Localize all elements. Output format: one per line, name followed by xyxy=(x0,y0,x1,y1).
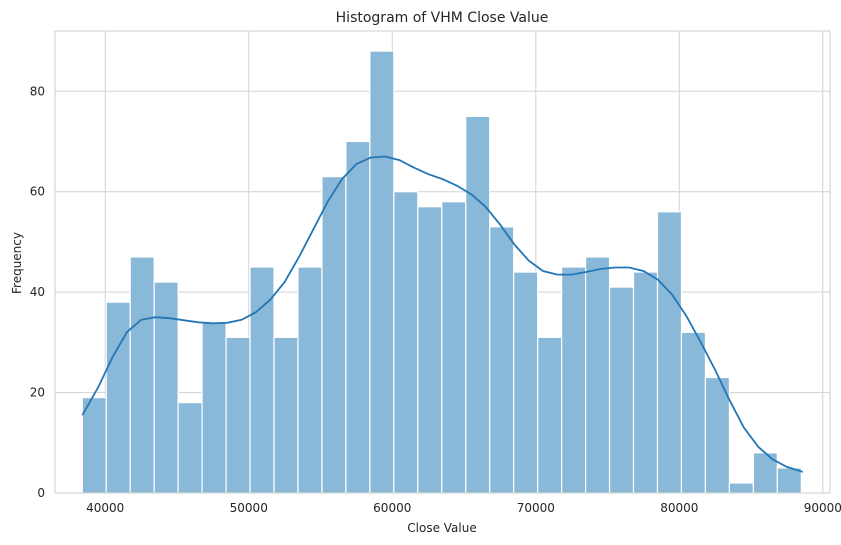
histogram-bar xyxy=(608,286,635,494)
histogram-bar xyxy=(249,266,275,494)
histogram-bar xyxy=(441,201,467,494)
x-tick-label: 90000 xyxy=(804,501,841,515)
histogram-bar xyxy=(513,271,539,494)
histogram-bar xyxy=(561,266,587,494)
x-tick-label: 60000 xyxy=(373,501,411,515)
histogram-bar xyxy=(345,140,371,494)
x-tick-labels: 40000 50000 60000 70000 80000 90000 xyxy=(86,501,841,515)
chart-title: Histogram of VHM Close Value xyxy=(336,10,549,26)
histogram-bar xyxy=(776,467,802,494)
histogram-bar xyxy=(489,226,515,494)
histogram-bar xyxy=(584,256,611,494)
y-tick-label: 40 xyxy=(30,285,45,299)
plot-frame xyxy=(54,30,831,494)
histogram-bar xyxy=(369,50,395,494)
histogram-bar xyxy=(680,331,707,494)
histogram-bar xyxy=(728,482,754,494)
histogram-bar xyxy=(153,281,179,494)
histogram-bar xyxy=(81,396,107,494)
x-tick-label: 70000 xyxy=(517,501,555,515)
x-tick-label: 80000 xyxy=(660,501,698,515)
histogram-bar xyxy=(225,336,251,494)
histogram-bar xyxy=(201,321,227,494)
histogram-bar xyxy=(465,115,491,494)
histogram-bar xyxy=(417,206,443,494)
y-tick-label: 60 xyxy=(30,185,45,199)
histogram-bar xyxy=(656,211,683,494)
histogram-bar xyxy=(752,452,778,494)
y-axis-label: Frequency xyxy=(10,232,24,294)
kde-density-line xyxy=(81,155,803,473)
histogram-bar xyxy=(537,336,563,494)
histogram-bar xyxy=(129,256,155,494)
y-tick-label: 20 xyxy=(30,386,45,400)
histogram-bar xyxy=(704,376,730,494)
histogram-bar xyxy=(105,301,131,494)
histogram-bar xyxy=(321,176,347,494)
x-tick-label: 40000 xyxy=(86,501,124,515)
histogram-bar xyxy=(273,336,299,494)
x-tick-label: 50000 xyxy=(230,501,268,515)
y-tick-label: 0 xyxy=(37,486,45,500)
histogram-bars xyxy=(81,50,802,494)
histogram-bar xyxy=(177,402,203,494)
y-tick-label: 80 xyxy=(30,84,45,98)
histogram-bar xyxy=(393,191,419,494)
histogram-bar xyxy=(297,266,323,494)
histogram-bar xyxy=(632,271,659,494)
x-axis-label: Close Value xyxy=(407,521,476,535)
y-tick-labels: 0 20 40 60 80 xyxy=(30,84,45,500)
